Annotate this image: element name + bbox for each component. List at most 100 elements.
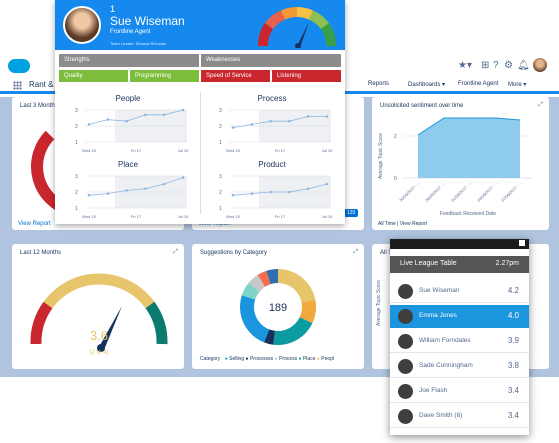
legend-label: Peopl <box>321 356 335 362</box>
nav-reports[interactable]: Reports <box>368 81 390 87</box>
gear-icon[interactable]: ⚙ <box>504 60 513 71</box>
bell-icon[interactable]: 🔔︎ <box>517 60 530 71</box>
donut-slice[interactable] <box>278 269 316 303</box>
agent-score: 3.8 <box>507 361 519 370</box>
data-point <box>125 119 128 123</box>
chart-title: People <box>115 94 141 103</box>
donut-slice[interactable] <box>241 282 260 300</box>
place-line-chart: 3 2 1 Wed 15 Fri 17 Jul 19 <box>75 174 189 219</box>
table-row[interactable]: Joe Flash 3.4 <box>390 380 529 403</box>
right-bottom-axis: Average Topic Score <box>376 280 382 326</box>
data-point <box>325 115 329 118</box>
favorites-icon[interactable]: ★▾ <box>458 60 472 71</box>
expand-icon[interactable]: ⤢ <box>353 249 358 255</box>
x-tick: Jul 19 <box>178 214 189 219</box>
x-tick: 01/06/2017 - ... <box>450 180 473 203</box>
close-icon[interactable] <box>519 240 525 246</box>
x-tick: 03/06/2017 - ... <box>476 180 499 203</box>
table-row[interactable]: Sue Wiseman 4.2 <box>390 280 529 303</box>
y-tick: 1 <box>75 140 78 146</box>
view-report-link[interactable]: View Report <box>198 221 231 227</box>
nav-more[interactable]: More ▾ <box>508 82 527 88</box>
avatar <box>398 284 413 299</box>
data-point <box>250 123 254 126</box>
process-chart: Process 3 2 1 Wed 15 Fri 17 Jul 19 <box>203 94 341 156</box>
gauge-needle <box>99 306 122 350</box>
data-point <box>144 113 147 117</box>
table-row[interactable]: Emma Jones 4.0 <box>390 305 529 328</box>
help-icon[interactable]: ? <box>493 60 499 71</box>
legend-label: Place <box>302 356 316 362</box>
agent-name: Sade Cunningham <box>419 362 473 369</box>
table-row[interactable]: Dave Smith (6) 3.4 <box>390 405 529 428</box>
donut-slice[interactable] <box>273 317 313 345</box>
x-tick: Jul 19 <box>322 214 333 219</box>
data-point <box>162 113 166 117</box>
gauge-value: 3.6 <box>90 328 108 343</box>
data-point <box>181 176 185 179</box>
last-12-months-card: Last 12 Months ⤢ 3.6 (2 to 4) <box>12 244 184 369</box>
app-launcher-icon[interactable] <box>13 81 22 90</box>
sentiment-area-chart: Average Topic Score 2 0 20/05/2017 - ...… <box>378 117 532 217</box>
legend-item: ● Selling <box>224 356 245 362</box>
product-line-chart: 3 2 1 Wed 15 Fri 17 Jul 19 <box>219 174 333 219</box>
data-point <box>87 123 91 126</box>
add-icon[interactable]: ⊞ <box>481 60 490 71</box>
legend-item: ● Peopl <box>316 356 335 362</box>
avatar <box>398 359 413 374</box>
series-line <box>88 177 184 196</box>
sentiment-area <box>418 118 520 178</box>
sentiment-footer[interactable]: All Time | View Report <box>378 221 428 227</box>
avatar <box>398 384 413 399</box>
window-title-bar[interactable] <box>390 239 529 249</box>
league-time: 2.27pm <box>495 260 519 267</box>
people-line-chart: 3 2 1 Wed 15 Fri 17 Jul 19 <box>75 108 189 153</box>
agent-rank: 1 <box>110 4 116 14</box>
x-tick: Wed 15 <box>226 214 240 219</box>
expand-icon[interactable]: ⤢ <box>538 102 543 108</box>
x-tick: Wed 15 <box>226 148 240 153</box>
expand-icon[interactable]: ⤢ <box>173 249 178 255</box>
agent-name: Joe Flash <box>419 387 448 394</box>
nav-dashboards[interactable]: Dashboards ▾ <box>404 78 450 94</box>
process-line-chart: 3 2 1 Wed 15 Fri 17 Jul 19 <box>219 108 333 153</box>
sentiment-card: Unsolicited sentiment over time ⤢ Averag… <box>372 97 549 230</box>
sentiment-line <box>417 117 521 136</box>
y-tick: 2 <box>75 190 78 196</box>
table-row[interactable]: William Forndales 3.9 <box>390 330 529 353</box>
avatar[interactable] <box>533 58 547 72</box>
y-tick: 3 <box>219 108 222 114</box>
nav-frontline-agent[interactable]: Frontline Agent <box>458 81 499 87</box>
data-point <box>288 119 291 123</box>
chart-title: Place <box>117 160 138 169</box>
donut-slice[interactable] <box>248 274 266 292</box>
profile-header: 1 Sue Wiseman Frontline Agent Team Leade… <box>55 0 345 50</box>
donut-slice[interactable] <box>299 299 316 324</box>
donut-slice[interactable] <box>266 269 278 285</box>
data-point <box>306 187 310 191</box>
y-tick: 1 <box>219 206 222 212</box>
x-tick: 26/05/2017 - ... <box>424 180 447 203</box>
avatar <box>398 334 413 349</box>
agent-name: Sue Wiseman <box>419 287 460 294</box>
x-tick: 07/06/2017 - ... <box>500 180 523 203</box>
app-name: Rant & R <box>29 80 62 89</box>
table-row[interactable]: Sade Cunningham 3.8 <box>390 355 529 378</box>
data-point <box>181 108 185 112</box>
agent-score: 4.2 <box>507 286 519 295</box>
agent-profile-popup: 1 Sue Wiseman Frontline Agent Team Leade… <box>55 0 345 224</box>
y-tick: 3 <box>75 108 78 114</box>
view-report-link[interactable]: View Report <box>18 221 51 227</box>
agent-role: Frontline Agent <box>110 29 151 35</box>
nav-more-label: More <box>508 82 522 88</box>
x-tick: Fri 17 <box>275 148 286 153</box>
donut-slice[interactable] <box>240 295 270 343</box>
gauge-range: (2 to 4) <box>89 350 108 356</box>
agent-name: Dave Smith (6) <box>419 412 463 419</box>
donut-slice[interactable] <box>264 329 275 345</box>
donut-slice[interactable] <box>257 270 271 287</box>
team-leader: Team Leader: Shauna Richards <box>110 41 167 46</box>
x-tick: 20/05/2017 - ... <box>398 180 421 203</box>
y-tick: 2 <box>75 124 78 130</box>
nav-dashboards-label: Dashboards <box>408 82 441 88</box>
